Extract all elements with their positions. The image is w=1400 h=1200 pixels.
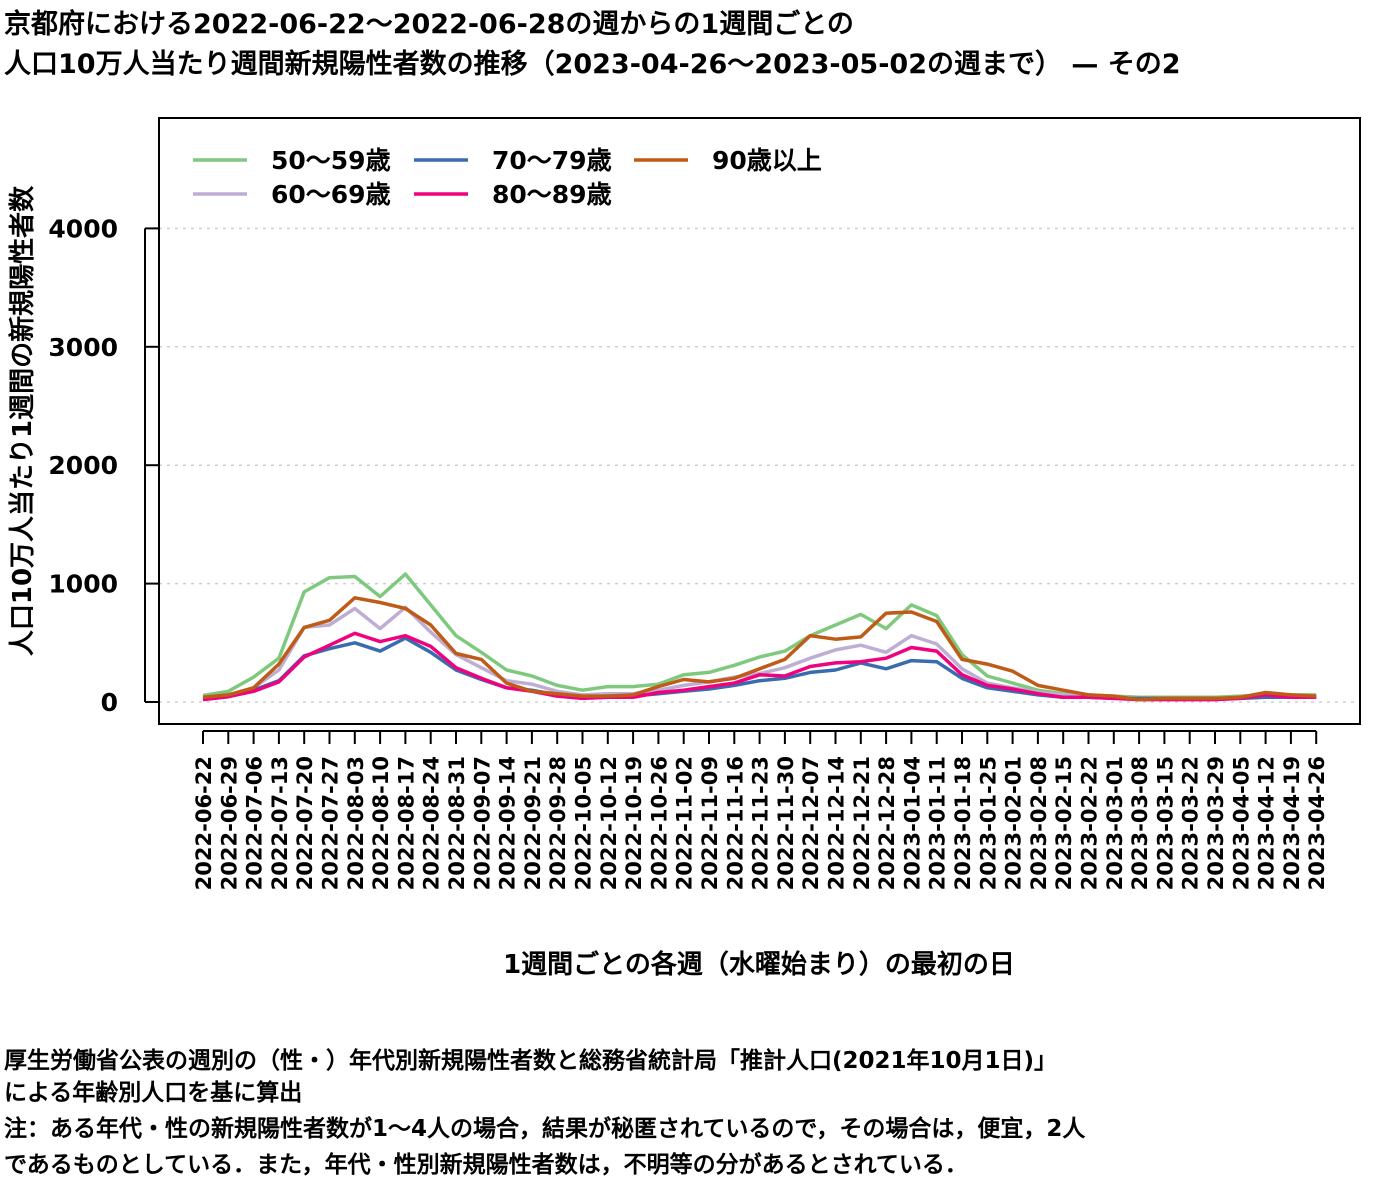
x-tick-label: 2023-04-05 [1229,756,1253,890]
x-tick-label: 2023-01-18 [951,756,975,890]
x-tick-label: 2023-02-08 [1027,756,1051,890]
x-tick-label: 2022-10-05 [572,756,596,890]
series-line-0 [202,572,1317,700]
legend-label-2: 70〜79歳 [492,146,612,175]
x-tick-label: 2022-12-21 [850,756,874,890]
legend: 50〜59歳 60〜69歳 70〜79歳 80〜89歳 90歳以上 [193,146,822,209]
x-tick-label: 2022-11-23 [749,756,773,890]
x-tick-label: 2022-06-22 [192,756,216,890]
y-tick-label: 2000 [48,451,118,480]
x-tick-label: 2022-08-10 [369,756,393,890]
x-tick-label: 2022-09-28 [546,756,570,890]
x-tick-label: 2023-04-19 [1280,756,1304,890]
x-tick-label: 2022-07-13 [268,756,292,890]
series-line-4 [202,596,1317,702]
x-tick-label: 2022-10-12 [597,756,621,890]
series-line-1 [202,605,1317,701]
x-tick-label: 2023-03-29 [1204,756,1228,890]
chart-title-line-2: 人口10万人当たり週間新規陽性者数の推移（2023-04-26〜2023-05-… [4,49,1181,80]
x-tick-label: 2022-09-21 [521,756,545,890]
y-tick-label: 0 [101,688,118,717]
grid-lines [159,227,1360,703]
x-tick-label: 2022-11-02 [673,756,697,890]
y-axis: 0 1000 2000 3000 4000 [48,214,159,717]
x-tick-label: 2023-02-01 [1002,756,1026,890]
x-tick-label: 2022-11-09 [698,756,722,890]
x-tick-label: 2022-08-03 [344,756,368,890]
x-tick-label: 2023-02-15 [1052,756,1076,890]
x-tick-label: 2022-12-28 [875,756,899,890]
x-tick-label: 2022-12-14 [825,756,849,890]
chart-title-line-1: 京都府における2022-06-22〜2022-06-28の週からの1週間ごとの [4,9,854,40]
x-axis: 2022-06-22 2022-06-29 2022-07-06 2022-07-13… [192,730,1329,890]
source-note-line-1: 厚生労働省公表の週別の（性・）年代別新規陽性者数と総務省統計局「推計人口(202… [4,1048,1058,1074]
x-tick-label: 2022-08-17 [394,756,418,890]
x-tick-label: 2023-02-22 [1078,756,1102,890]
legend-label-3: 80〜89歳 [492,180,612,209]
y-axis-label: 人口10万人当たり1週間の新規陽性者数 [7,185,38,656]
y-tick-label: 4000 [48,214,118,243]
footnote-line-2: であるものとしている．また，年代・性別新規陽性者数は，不明等の分があるとされてい… [4,1152,968,1178]
x-tick-label: 2022-09-07 [470,756,494,890]
source-note-line-2: による年齢別人口を基に算出 [4,1080,303,1106]
x-tick-label: 2022-06-29 [217,756,241,890]
x-tick-label: 2023-04-12 [1255,756,1279,890]
x-tick-label: 2023-01-11 [926,756,950,890]
x-tick-label: 2023-01-04 [900,756,924,890]
series-lines [202,572,1317,702]
x-tick-label: 2022-09-14 [496,756,520,890]
footnote-line-1: 注：ある年代・性の新規陽性者数が1〜4人の場合，結果が秘匿されているので，その場… [4,1116,1086,1142]
x-tick-label: 2022-07-06 [243,756,267,890]
x-axis-label: 1週間ごとの各週（水曜始まり）の最初の日 [503,949,1015,980]
x-tick-label: 2023-03-08 [1128,756,1152,890]
y-tick-label: 3000 [48,333,118,362]
legend-label-0: 50〜59歳 [271,146,391,175]
legend-label-1: 60〜69歳 [271,180,391,209]
x-tick-label: 2022-07-20 [293,756,317,890]
y-tick-label: 1000 [48,570,118,599]
x-tick-label: 2022-10-26 [647,756,671,890]
x-tick-label: 2023-03-22 [1179,756,1203,890]
x-tick-label: 2022-11-16 [723,756,747,890]
x-tick-label: 2023-01-25 [976,756,1000,890]
x-tick-label: 2022-11-30 [774,756,798,890]
x-tick-label: 2022-07-27 [319,756,343,890]
x-tick-label: 2023-04-26 [1305,756,1329,890]
plot-frame [158,117,1361,725]
legend-label-4: 90歳以上 [712,146,822,175]
x-tick-label: 2022-08-31 [445,756,469,890]
x-tick-label: 2023-03-15 [1153,756,1177,890]
x-tick-label: 2022-08-24 [420,756,444,890]
x-tick-label: 2023-03-01 [1103,756,1127,890]
x-tick-label: 2022-10-19 [622,756,646,890]
x-tick-label: 2022-12-07 [799,756,823,890]
series-line-3 [202,631,1317,702]
